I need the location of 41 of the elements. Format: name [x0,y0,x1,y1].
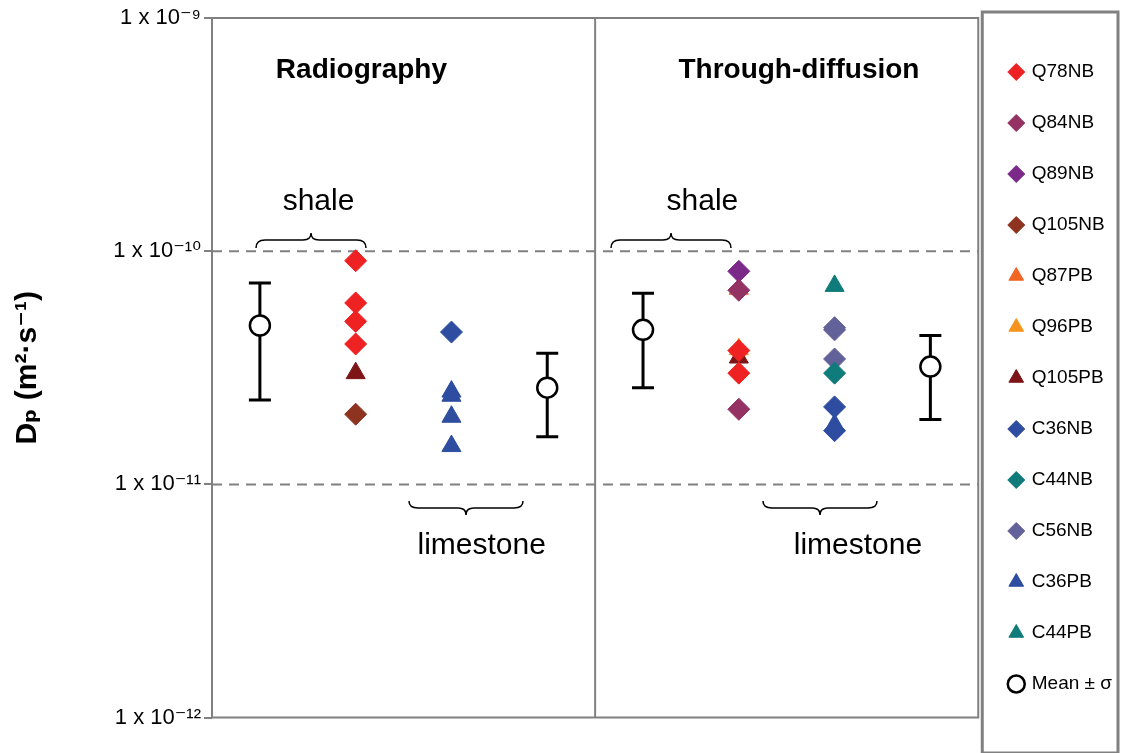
point [823,361,847,385]
point [248,314,272,337]
annotation: shale [282,183,355,217]
annotation: shale [666,183,739,217]
point [823,395,847,419]
point [344,249,368,273]
point [344,402,368,426]
y-tick-label: 1 x 10⁻⁹ [120,4,201,30]
point [631,318,655,342]
annotation: Through-diffusion [678,53,920,85]
point [439,320,463,344]
point [344,309,368,333]
legend-label: C44NB [1031,468,1094,490]
point [727,339,751,363]
legend-label: Q105NB [1031,213,1105,235]
legend-label: C36PB [1031,570,1092,592]
annotation: limestone [793,526,923,560]
annotation: limestone [417,526,546,560]
point [727,397,751,421]
point [727,259,751,283]
y-tick-label: 1 x 10⁻¹¹ [114,470,201,496]
legend-label: Q84NB [1031,111,1095,133]
annotation: Radiography [275,53,448,85]
y-axis-title: Dₚ (m²·s⁻¹) [9,291,43,445]
point [919,355,942,378]
legend-label: Q78NB [1031,60,1095,82]
point [344,332,368,356]
point [727,361,751,385]
legend-label: Mean ± σ [1031,672,1113,694]
legend-label: Q87PB [1031,264,1094,286]
legend-label: Q96PB [1031,315,1094,337]
legend-label: C44PB [1031,621,1092,643]
point [344,291,368,315]
y-tick-label: 1 x 10⁻¹² [114,703,201,729]
legend-label: C56NB [1031,519,1094,541]
point [727,278,751,302]
legend-label: Q89NB [1031,162,1095,184]
y-tick-label: 1 x 10⁻¹⁰ [113,237,202,263]
legend-label: Q105PB [1031,366,1104,388]
point [535,376,559,399]
legend-label: C36NB [1031,417,1094,439]
